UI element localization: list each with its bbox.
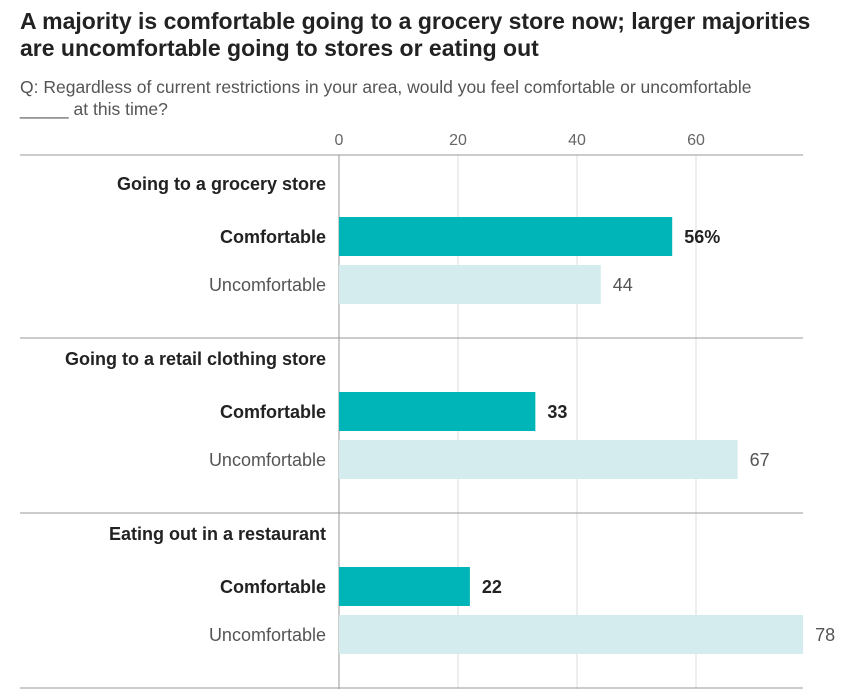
bar-category-label: Uncomfortable: [209, 450, 326, 470]
bar-uncomfortable: [339, 440, 738, 479]
bar-comfortable: [339, 567, 470, 606]
bar-category-label: Comfortable: [220, 577, 326, 597]
bar-category-label: Uncomfortable: [209, 625, 326, 645]
bar-value-label: 67: [750, 450, 770, 470]
bar-value-label: 22: [482, 577, 502, 597]
bar-value-label: 56%: [684, 227, 720, 247]
group-label: Eating out in a restaurant: [109, 524, 326, 544]
x-tick-label: 0: [335, 132, 344, 149]
group-label: Going to a grocery store: [117, 174, 326, 194]
group-label: Going to a retail clothing store: [65, 349, 326, 369]
bar-category-label: Uncomfortable: [209, 275, 326, 295]
bar-value-label: 78: [815, 625, 835, 645]
bar-uncomfortable: [339, 615, 804, 654]
x-tick-label: 20: [449, 132, 467, 149]
bar-comfortable: [339, 392, 536, 431]
x-tick-label: 60: [687, 132, 705, 149]
bar-value-label: 44: [613, 275, 633, 295]
bar-comfortable: [339, 217, 673, 256]
bar-uncomfortable: [339, 265, 601, 304]
x-tick-label: 40: [568, 132, 586, 149]
bar-category-label: Comfortable: [220, 227, 326, 247]
chart-title: A majority is comfortable going to a gro…: [20, 8, 811, 61]
chart-subtitle: Q: Regardless of current restrictions in…: [20, 77, 752, 119]
bar-category-label: Comfortable: [220, 402, 326, 422]
bar-value-label: 33: [547, 402, 567, 422]
